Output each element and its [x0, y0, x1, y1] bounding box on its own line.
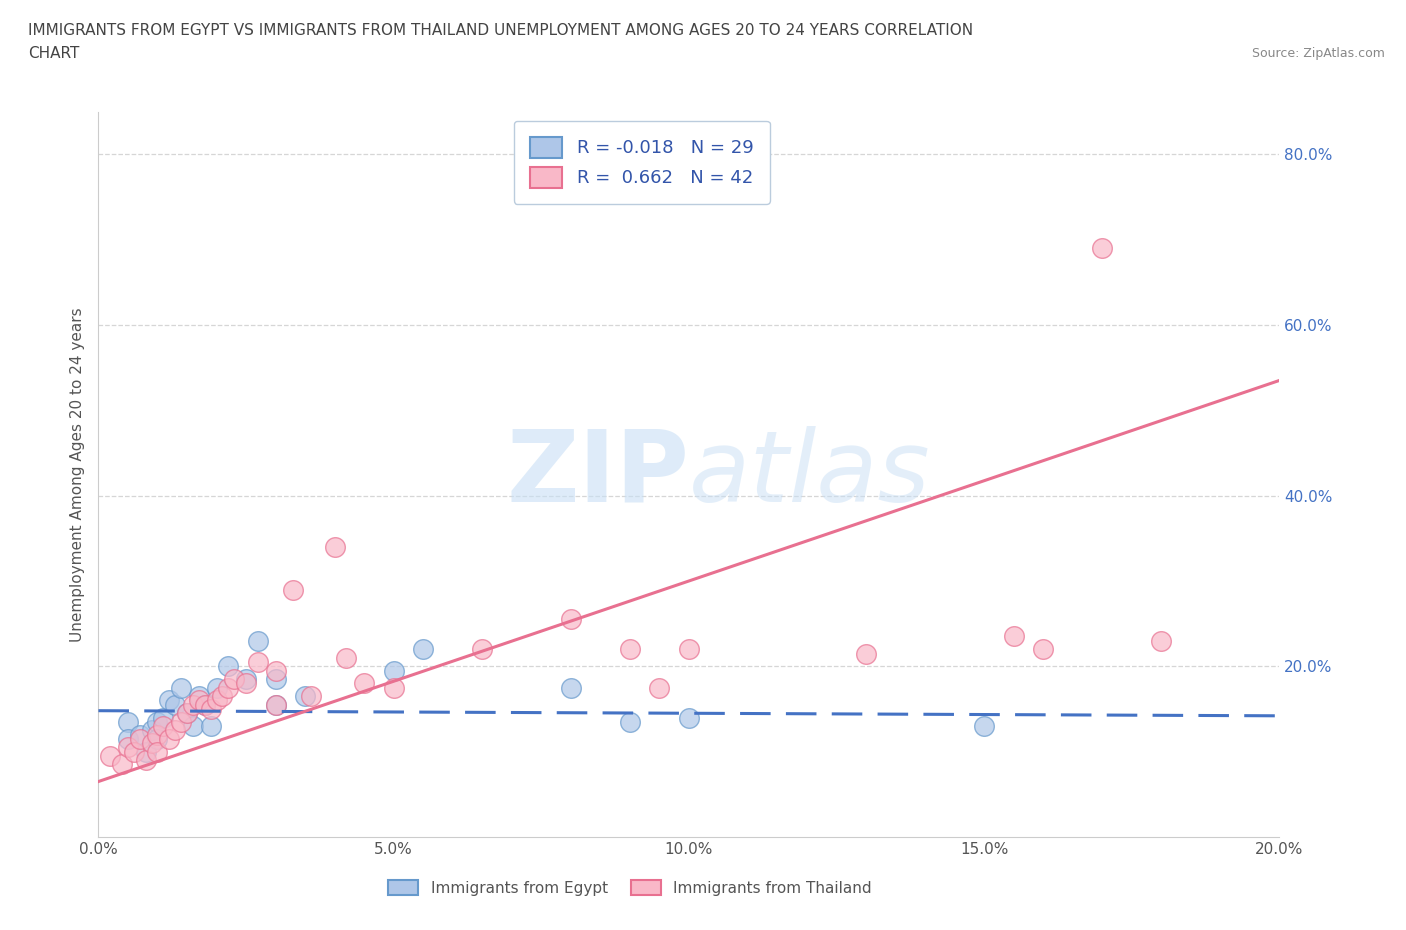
Point [560, 612, 582, 627]
Point [135, 752, 157, 767]
Point [205, 680, 228, 695]
Text: IMMIGRANTS FROM EGYPT VS IMMIGRANTS FROM THAILAND UNEMPLOYMENT AMONG AGES 20 TO : IMMIGRANTS FROM EGYPT VS IMMIGRANTS FROM… [28, 23, 973, 38]
Text: Source: ZipAtlas.com: Source: ZipAtlas.com [1251, 46, 1385, 60]
Point [264, 698, 287, 712]
Point [560, 680, 582, 695]
Point [382, 680, 405, 695]
Point [353, 676, 375, 691]
Point [98, 749, 121, 764]
Legend: Immigrants from Egypt, Immigrants from Thailand: Immigrants from Egypt, Immigrants from T… [381, 873, 879, 902]
Point [194, 698, 217, 712]
Point [200, 719, 222, 734]
Point [117, 731, 139, 746]
Point [141, 736, 163, 751]
Point [128, 727, 150, 742]
Point [181, 698, 204, 712]
Point [211, 689, 233, 704]
Point [855, 646, 877, 661]
Point [224, 671, 246, 686]
Point [205, 693, 228, 708]
Point [141, 723, 163, 737]
Point [200, 701, 222, 716]
Point [246, 633, 269, 648]
Point [122, 744, 145, 759]
Point [1002, 629, 1025, 644]
Point [471, 642, 494, 657]
Point [194, 698, 217, 712]
Point [157, 731, 180, 746]
Point [157, 693, 180, 708]
Point [111, 757, 134, 772]
Point [146, 744, 169, 759]
Point [299, 689, 322, 704]
Point [1091, 241, 1114, 256]
Point [152, 711, 174, 725]
Point [235, 676, 257, 691]
Point [264, 698, 287, 712]
Point [264, 663, 287, 678]
Point [165, 698, 187, 712]
Point [412, 642, 434, 657]
Point [128, 731, 150, 746]
Point [146, 727, 169, 742]
Point [678, 642, 700, 657]
Point [246, 655, 269, 670]
Text: CHART: CHART [28, 46, 80, 61]
Point [1032, 642, 1054, 657]
Point [176, 706, 198, 721]
Point [187, 693, 209, 708]
Point [146, 731, 169, 746]
Point [1150, 633, 1173, 648]
Text: ZIP: ZIP [506, 426, 689, 523]
Point [152, 719, 174, 734]
Point [170, 714, 193, 729]
Point [170, 680, 193, 695]
Point [648, 680, 671, 695]
Point [165, 723, 187, 737]
Point [146, 714, 169, 729]
Point [619, 714, 641, 729]
Point [323, 539, 346, 554]
Point [335, 650, 357, 665]
Point [217, 680, 239, 695]
Y-axis label: Unemployment Among Ages 20 to 24 years: Unemployment Among Ages 20 to 24 years [69, 307, 84, 642]
Text: atlas: atlas [689, 426, 931, 523]
Point [619, 642, 641, 657]
Point [678, 711, 700, 725]
Point [973, 719, 995, 734]
Point [187, 689, 209, 704]
Point [217, 658, 239, 673]
Point [176, 706, 198, 721]
Point [382, 663, 405, 678]
Point [264, 671, 287, 686]
Point [181, 719, 204, 734]
Point [117, 740, 139, 755]
Point [135, 744, 157, 759]
Point [294, 689, 316, 704]
Point [117, 714, 139, 729]
Point [235, 671, 257, 686]
Point [283, 582, 305, 597]
